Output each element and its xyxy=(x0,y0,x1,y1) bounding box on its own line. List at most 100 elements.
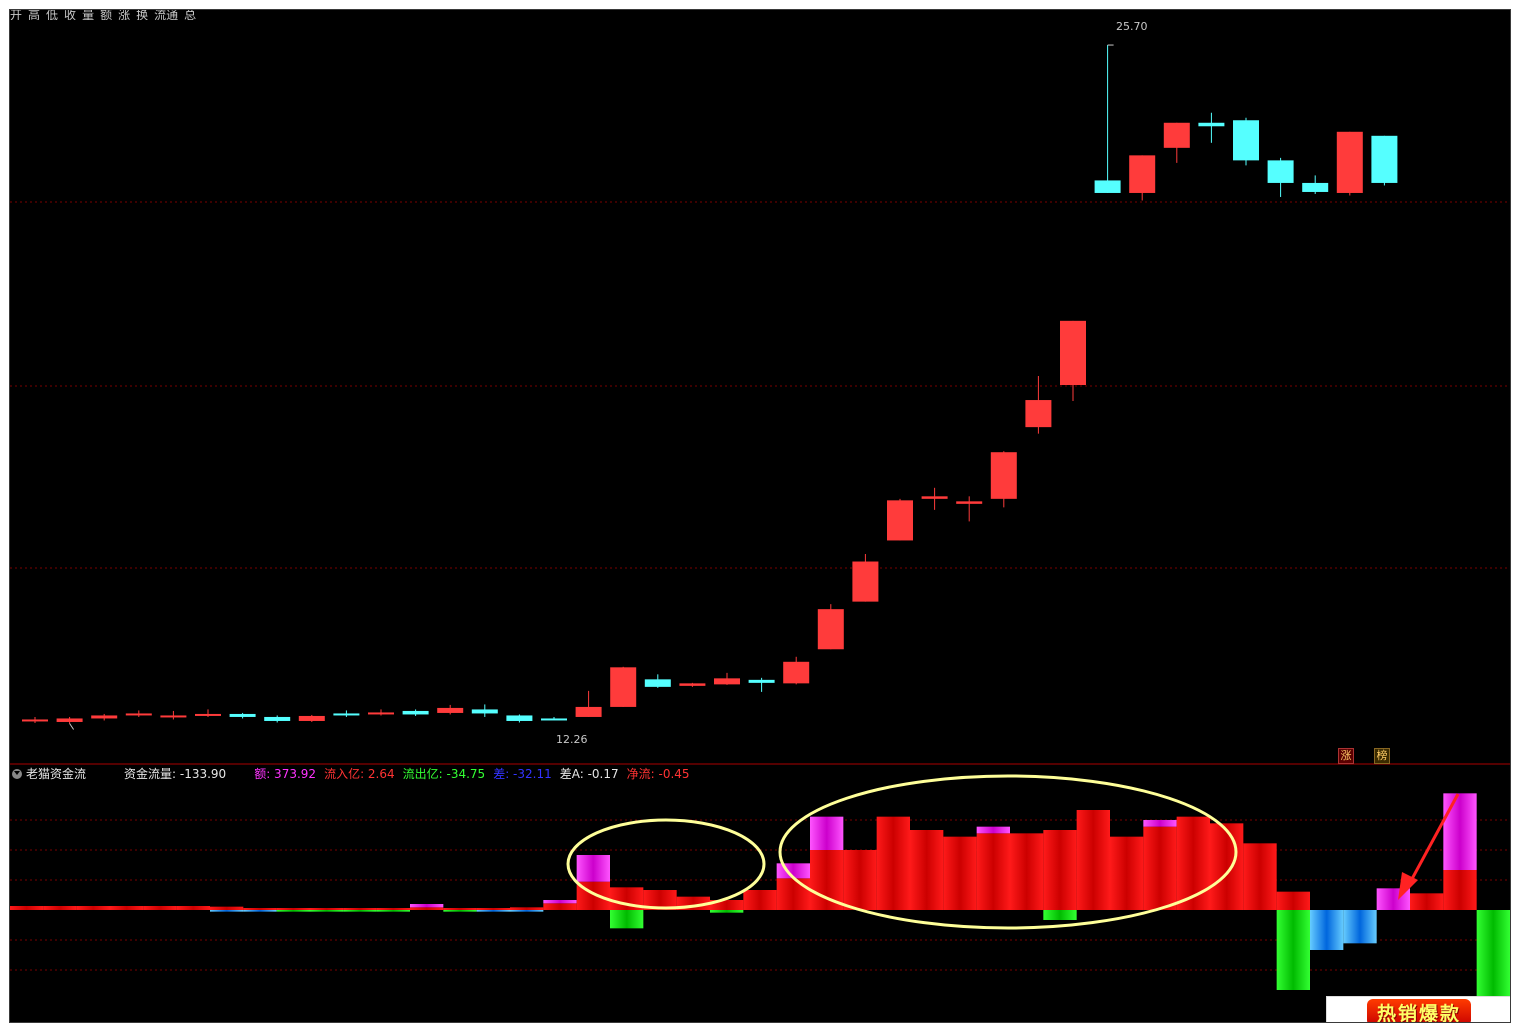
candle-body xyxy=(298,715,325,721)
candle-body xyxy=(748,679,775,683)
extra-bar xyxy=(543,900,577,904)
inflow-bar xyxy=(510,907,544,910)
chart-frame: 开高低收量额涨换流通总 25.70 12.26 涨 榜 老猫资金流 资金流量: -… xyxy=(9,9,1511,1023)
inflow-bar xyxy=(1143,826,1177,910)
outflow-bar xyxy=(1310,910,1344,950)
candle-body xyxy=(783,661,810,684)
candle-body xyxy=(1302,182,1329,192)
inflow-bar xyxy=(176,906,210,910)
inflow-bar xyxy=(876,816,910,910)
candle-body xyxy=(852,561,879,602)
candle-body xyxy=(264,716,291,721)
candle-body xyxy=(368,712,394,715)
candle-body xyxy=(887,500,913,541)
inflow-bar xyxy=(1076,810,1110,910)
inflow-bar xyxy=(10,906,44,910)
outflow-bar xyxy=(443,910,477,912)
indicator-field: 净流: -0.45 xyxy=(626,767,690,781)
inflow-bar xyxy=(410,907,444,910)
candle-body xyxy=(541,718,567,721)
inflow-bar xyxy=(1110,836,1144,910)
candle-body xyxy=(471,709,498,714)
indicator-field: 流出亿: -34.75 xyxy=(402,767,486,781)
low-marker xyxy=(69,723,75,730)
inflow-bar xyxy=(1443,870,1477,910)
highlight-ring xyxy=(778,774,1238,930)
candlestick-chart[interactable] xyxy=(10,10,1510,1022)
inflow-bar xyxy=(1010,833,1044,910)
candle-body xyxy=(714,678,740,685)
inflow-bar xyxy=(210,906,244,910)
price-info-item: 量 xyxy=(82,10,95,20)
indicator-field: 资金流量: -133.90 xyxy=(124,767,227,781)
outflow-bar xyxy=(710,910,744,913)
candle-body xyxy=(1129,155,1156,193)
price-info-item: 收 xyxy=(64,10,77,20)
outflow-bar xyxy=(310,910,344,912)
extra-bar xyxy=(1143,820,1177,827)
outflow-bar xyxy=(343,910,377,912)
extra-bar xyxy=(810,816,844,850)
promo-banner[interactable]: 热销爆款 xyxy=(1326,996,1510,1022)
inflow-bar xyxy=(843,850,877,910)
collapse-icon[interactable] xyxy=(12,769,22,779)
inflow-bar xyxy=(276,908,310,910)
outflow-bar xyxy=(510,910,544,912)
outflow-bar xyxy=(276,910,310,912)
candle-body xyxy=(160,715,187,718)
candle-body xyxy=(1094,180,1121,193)
candle-body xyxy=(1025,400,1052,428)
candle-body xyxy=(1060,320,1086,386)
candle-body xyxy=(1336,131,1363,193)
candle-body xyxy=(1267,160,1294,183)
candle-body xyxy=(437,707,464,713)
arrow-head xyxy=(1398,872,1418,900)
inflow-bar xyxy=(310,908,344,910)
inflow-bar xyxy=(743,890,777,910)
indicator-field: 差: -32.11 xyxy=(493,767,552,781)
inflow-bar xyxy=(110,906,144,910)
ranking-tag[interactable]: 榜 xyxy=(1374,748,1390,764)
extra-bar xyxy=(976,826,1010,834)
price-info-item: 换 xyxy=(136,10,149,20)
price-info-item: 流通 xyxy=(154,10,179,20)
inflow-bar xyxy=(1210,823,1244,910)
candle-body xyxy=(229,713,256,717)
inflow-bar xyxy=(343,908,377,910)
price-info-item: 高 xyxy=(28,10,41,20)
price-info-item: 开 xyxy=(10,10,23,20)
candle-body xyxy=(91,715,118,719)
indicator-name[interactable]: 老猫资金流 xyxy=(26,767,87,781)
candle-body xyxy=(817,609,844,650)
arrow-shaft xyxy=(1404,793,1460,891)
candle-body xyxy=(506,715,533,721)
price-info-bar: 开高低收量额涨换流通总 xyxy=(10,10,650,20)
inflow-bar xyxy=(476,908,510,910)
inflow-bar xyxy=(1276,891,1310,910)
limit-up-tag[interactable]: 涨 xyxy=(1338,748,1354,764)
high-price-label: 25.70 xyxy=(1116,20,1148,33)
inflow-bar xyxy=(976,833,1010,910)
outflow-bar xyxy=(476,910,510,912)
outflow-bar xyxy=(210,910,244,912)
candle-body xyxy=(1163,122,1190,148)
price-info-item: 额 xyxy=(100,10,113,20)
extra-bar xyxy=(410,904,444,908)
candle-body xyxy=(1233,120,1259,161)
outflow-bar xyxy=(610,910,644,929)
inflow-bar xyxy=(443,908,477,910)
inflow-bar xyxy=(376,908,410,910)
inflow-bar xyxy=(43,906,77,910)
candle-body xyxy=(402,710,429,715)
inflow-bar xyxy=(710,900,744,910)
price-info-item: 低 xyxy=(46,10,59,20)
indicator-field: 流入亿: 2.64 xyxy=(324,767,395,781)
candle-body xyxy=(644,679,671,687)
candle-body xyxy=(610,667,637,707)
candle-body xyxy=(921,496,948,499)
inflow-bar xyxy=(143,906,177,910)
candle-body xyxy=(333,713,360,716)
candle-body xyxy=(956,501,983,504)
candle-body xyxy=(22,719,48,722)
inflow-bar xyxy=(1243,843,1277,910)
